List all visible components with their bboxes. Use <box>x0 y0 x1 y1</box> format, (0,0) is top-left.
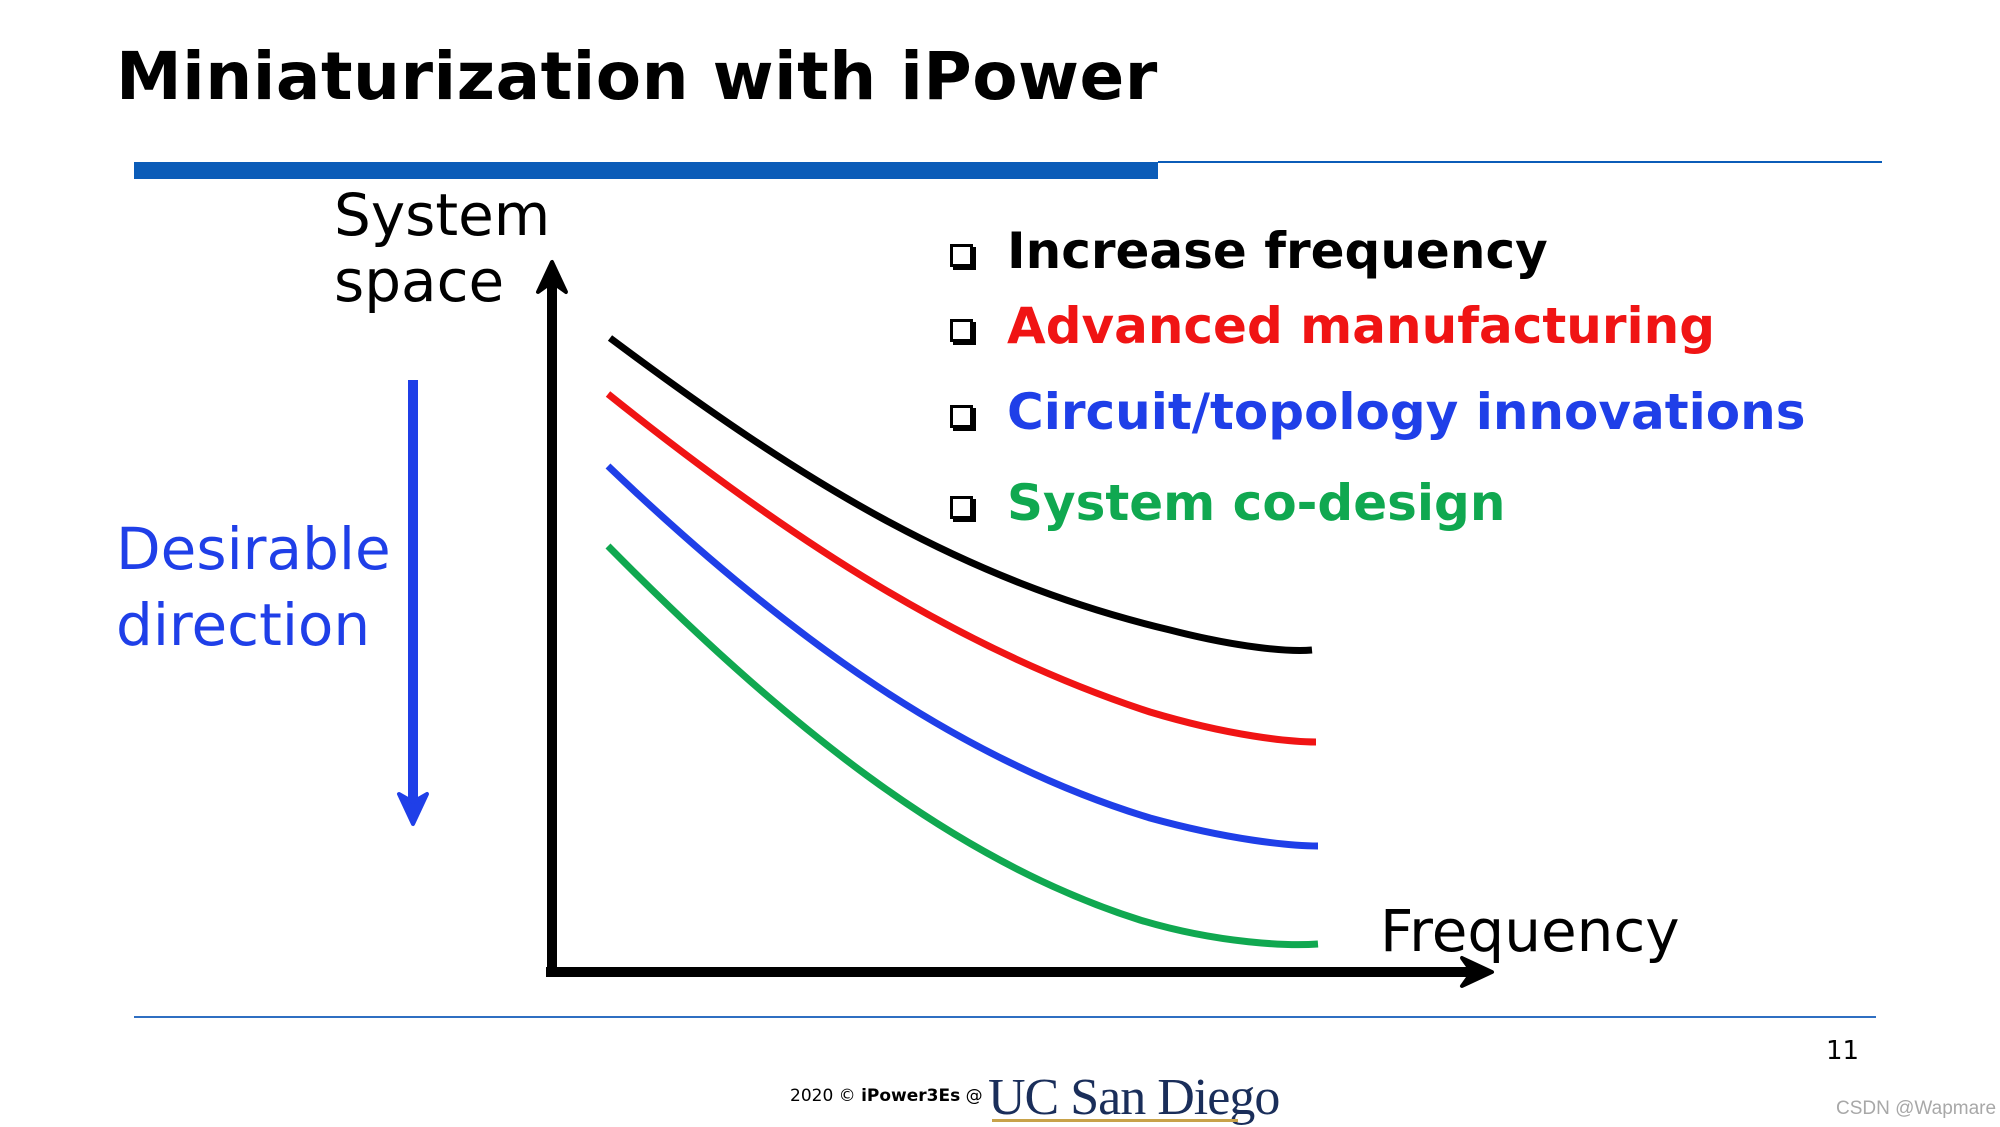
y-axis-arrowhead <box>536 260 568 294</box>
legend-item-system-codesign: System co-design <box>950 474 1505 532</box>
footer-copyright: 2020 © iPower3Es @ <box>790 1086 983 1106</box>
ucsd-logo: UC San Diego <box>988 1069 1280 1126</box>
checkbox-bullet-icon <box>950 243 973 267</box>
curve-increase-frequency <box>607 335 1313 654</box>
checkbox-bullet-icon <box>950 318 973 342</box>
x-axis-arrowhead <box>1460 956 1494 988</box>
x-axis-label: Frequency <box>1380 897 1680 965</box>
footer-suffix: @ <box>960 1086 983 1106</box>
logo-underline <box>992 1119 1238 1122</box>
y-axis-label-line2: space <box>334 247 505 315</box>
curve-circuit-topology <box>605 463 1319 850</box>
legend-item-label: Increase frequency <box>1007 222 1548 280</box>
footer-prefix: 2020 © <box>790 1086 862 1106</box>
footer-divider <box>134 1016 1876 1018</box>
footer-brand: iPower3Es <box>861 1086 961 1106</box>
desirable-direction-arrowhead <box>397 792 429 826</box>
desirable-direction-label-line1: Desirable <box>116 515 391 583</box>
title-underline-thick <box>134 162 1158 179</box>
curve-system-codesign <box>605 543 1319 949</box>
watermark: CSDN @Wapmare <box>1836 1098 1997 1119</box>
title-underline-thin <box>1158 161 1882 163</box>
legend-item-label: System co-design <box>1007 474 1506 532</box>
checkbox-bullet-icon <box>950 495 973 519</box>
legend-item-label: Circuit/topology innovations <box>1007 383 1806 441</box>
legend-item-label: Advanced manufacturing <box>1007 297 1716 355</box>
page-number: 11 <box>1826 1036 1860 1066</box>
curve-advanced-manufacturing <box>605 391 1317 746</box>
checkbox-bullet-icon <box>950 404 973 428</box>
legend-item-advanced-manufacturing: Advanced manufacturing <box>950 297 1715 355</box>
y-axis-label-line1: System <box>334 181 551 249</box>
legend-item-circuit-topology: Circuit/topology innovations <box>950 383 1805 441</box>
slide-title: Miniaturization with iPower <box>116 38 1158 115</box>
desirable-direction-label-line2: direction <box>116 591 371 659</box>
legend-item-increase-frequency: Increase frequency <box>950 222 1548 280</box>
